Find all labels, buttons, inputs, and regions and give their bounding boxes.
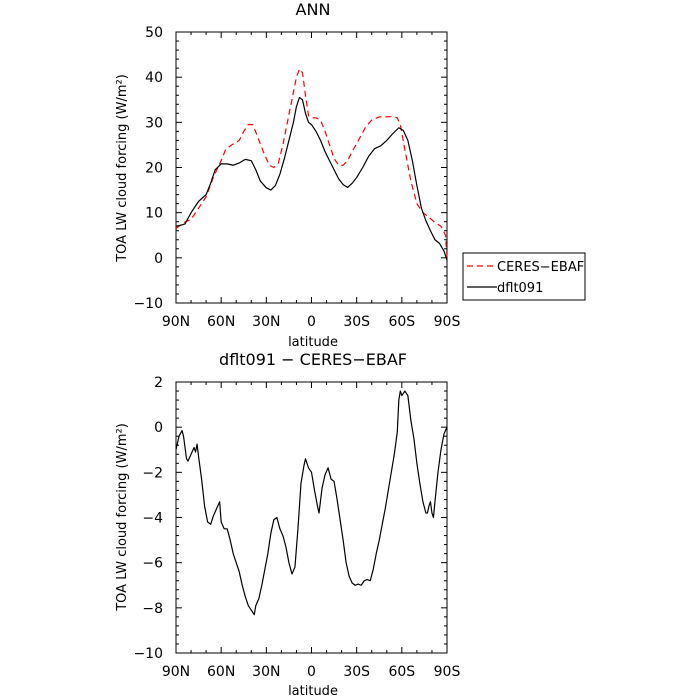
top-x-tick-label: 60S [388, 314, 415, 330]
top-series-group [175, 68, 448, 261]
top-chart-title: ANN [296, 0, 331, 19]
legend-label-ceres: CERES−EBAF [497, 260, 584, 275]
top-y-tick-label: 50 [145, 25, 163, 41]
bottom-chart: dflt091 − CERES−EBAF 90N 60N 30N 0 30S 60S 90S… [115, 350, 460, 699]
top-y-tick-label: 30 [145, 115, 163, 131]
legend-label-dflt091: dflt091 [497, 281, 543, 296]
bottom-x-axis-label: latitude [288, 684, 338, 699]
top-chart: ANN 90N 60N 30N 0 30S 60S 90S −10 0 10 20 30 40 50 la… [115, 0, 586, 350]
bottom-y-tick-label: −6 [142, 556, 163, 572]
bottom-y-tick-label: −8 [142, 601, 163, 617]
top-x-tick-label: 30N [252, 314, 280, 330]
bottom-y-tick-label: 0 [154, 420, 163, 436]
bottom-y-tick-label: 2 [154, 375, 163, 391]
bottom-x-tick-label: 60S [388, 664, 415, 680]
bottom-y-tick-label: −4 [142, 511, 163, 527]
top-y-tick-label: 10 [145, 206, 163, 222]
top-x-tick-label: 30S [343, 314, 370, 330]
top-series-line-dflt091 [175, 96, 448, 261]
bottom-chart-title: dflt091 − CERES−EBAF [219, 350, 407, 369]
top-x-tick-label: 0 [307, 314, 316, 330]
bottom-y-tick-label: −10 [133, 646, 163, 662]
bottom-plot-frame [175, 381, 448, 654]
bottom-x-tick-label: 90S [434, 664, 461, 680]
top-x-tick-label: 90N [162, 314, 190, 330]
bottom-x-tick-label: 30N [252, 664, 280, 680]
bottom-x-tick-label: 30S [343, 664, 370, 680]
top-y-tick-label: −10 [133, 296, 163, 312]
top-series-line-ceres-ebaf [175, 68, 448, 258]
bottom-y-tick-label: −2 [142, 465, 163, 481]
top-y-axis-label: TOA LW cloud forcing (W/m²) [115, 74, 130, 263]
legend-box [462, 252, 586, 301]
bottom-series-group [175, 390, 448, 616]
top-y-tick-label: 0 [154, 251, 163, 267]
bottom-x-tick-label: 0 [307, 664, 316, 680]
bottom-x-tick-label: 90N [162, 664, 190, 680]
legend: CERES−EBAF dflt091 [462, 252, 586, 301]
top-tick-group: 90N 60N 30N 0 30S 60S 90S −10 0 10 20 30 40 50 [133, 25, 460, 330]
bottom-series-line-0 [175, 390, 448, 616]
top-x-tick-label: 90S [434, 314, 461, 330]
top-y-tick-label: 20 [145, 161, 163, 177]
top-x-axis-label: latitude [288, 335, 338, 350]
top-x-tick-label: 60N [207, 314, 235, 330]
bottom-y-axis-label: TOA LW cloud forcing (W/m²) [115, 423, 130, 612]
bottom-x-tick-label: 60N [207, 664, 235, 680]
top-y-tick-label: 40 [145, 70, 163, 86]
bottom-tick-group: 90N 60N 30N 0 30S 60S 90S −10 −8 −6 −4 −2 0 2 [133, 375, 460, 680]
